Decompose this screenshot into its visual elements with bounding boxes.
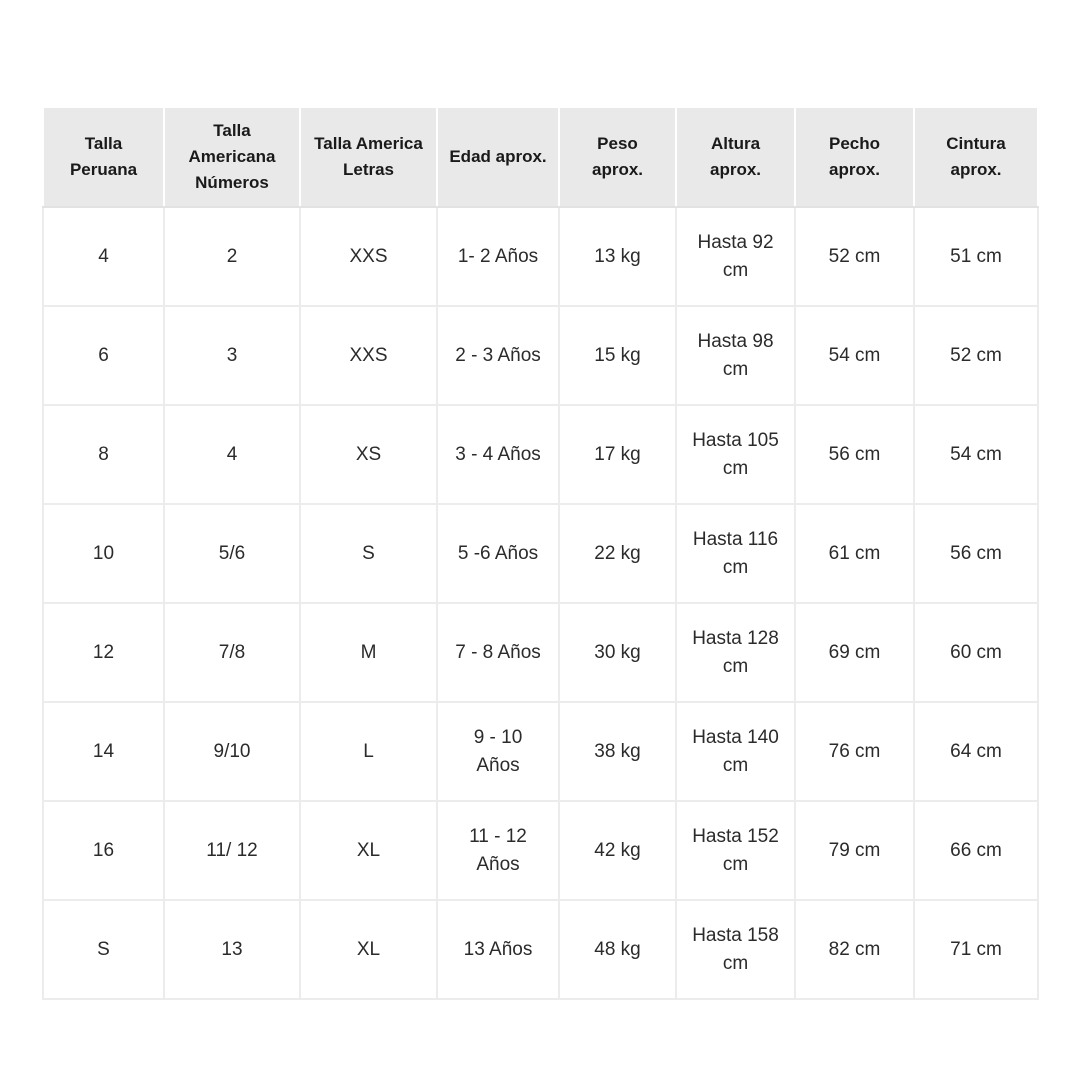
table-cell: 22 kg xyxy=(558,503,677,604)
table-cell: M xyxy=(299,602,438,703)
table-cell: 3 - 4 Años xyxy=(436,404,560,505)
table-cell: S xyxy=(42,899,165,1000)
header-cell-cintura-aprox: Cintura aprox. xyxy=(913,106,1039,208)
table-cell: XS xyxy=(299,404,438,505)
table-cell: 7/8 xyxy=(163,602,301,703)
table-cell: 60 cm xyxy=(913,602,1039,703)
table-cell: XL xyxy=(299,899,438,1000)
table-cell: Hasta 116 cm xyxy=(675,503,796,604)
table-cell: S xyxy=(299,503,438,604)
table-cell: XXS xyxy=(299,305,438,406)
table-cell: 52 cm xyxy=(913,305,1039,406)
table-cell: Hasta 92 cm xyxy=(675,206,796,307)
table-cell: 4 xyxy=(163,404,301,505)
table-row: 16 11/ 12 XL 11 - 12 Años 42 kg Hasta 15… xyxy=(42,800,1039,901)
table-cell: 2 xyxy=(163,206,301,307)
table-row: 6 3 XXS 2 - 3 Años 15 kg Hasta 98 cm 54 … xyxy=(42,305,1039,406)
size-chart-table: Talla Peruana Talla Americana Números Ta… xyxy=(42,106,1039,1000)
table-row: 12 7/8 M 7 - 8 Años 30 kg Hasta 128 cm 6… xyxy=(42,602,1039,703)
table-cell: 56 cm xyxy=(794,404,915,505)
table-cell: 11 - 12 Años xyxy=(436,800,560,901)
header-cell-talla-peruana: Talla Peruana xyxy=(42,106,165,208)
header-cell-peso-aprox: Peso aprox. xyxy=(558,106,677,208)
table-cell: 13 xyxy=(163,899,301,1000)
table-cell: 51 cm xyxy=(913,206,1039,307)
table-cell: 2 - 3 Años xyxy=(436,305,560,406)
table-row: 14 9/10 L 9 - 10 Años 38 kg Hasta 140 cm… xyxy=(42,701,1039,802)
table-cell: 56 cm xyxy=(913,503,1039,604)
table-cell: 71 cm xyxy=(913,899,1039,1000)
table-cell: 12 xyxy=(42,602,165,703)
table-cell: 14 xyxy=(42,701,165,802)
table-cell: 9 - 10 Años xyxy=(436,701,560,802)
table-cell: Hasta 158 cm xyxy=(675,899,796,1000)
table-cell: Hasta 152 cm xyxy=(675,800,796,901)
table-row: 8 4 XS 3 - 4 Años 17 kg Hasta 105 cm 56 … xyxy=(42,404,1039,505)
table-row: 10 5/6 S 5 -6 Años 22 kg Hasta 116 cm 61… xyxy=(42,503,1039,604)
table-row: S 13 XL 13 Años 48 kg Hasta 158 cm 82 cm… xyxy=(42,899,1039,1000)
header-cell-talla-americana-numeros: Talla Americana Números xyxy=(163,106,301,208)
table-cell: XXS xyxy=(299,206,438,307)
table-cell: 54 cm xyxy=(794,305,915,406)
table-cell: 3 xyxy=(163,305,301,406)
header-cell-pecho-aprox: Pecho aprox. xyxy=(794,106,915,208)
table-cell: 69 cm xyxy=(794,602,915,703)
table-cell: 17 kg xyxy=(558,404,677,505)
table-cell: 48 kg xyxy=(558,899,677,1000)
header-cell-edad-aprox: Edad aprox. xyxy=(436,106,560,208)
table-cell: Hasta 128 cm xyxy=(675,602,796,703)
table-cell: 64 cm xyxy=(913,701,1039,802)
table-cell: 7 - 8 Años xyxy=(436,602,560,703)
table-cell: 13 kg xyxy=(558,206,677,307)
table-cell: 6 xyxy=(42,305,165,406)
table-cell: 1- 2 Años xyxy=(436,206,560,307)
table-cell: 8 xyxy=(42,404,165,505)
table-cell: 5 -6 Años xyxy=(436,503,560,604)
table-cell: Hasta 98 cm xyxy=(675,305,796,406)
table-cell: 9/10 xyxy=(163,701,301,802)
table-cell: 54 cm xyxy=(913,404,1039,505)
table-cell: 42 kg xyxy=(558,800,677,901)
table-cell: 38 kg xyxy=(558,701,677,802)
table-cell: 61 cm xyxy=(794,503,915,604)
header-cell-altura-aprox: Altura aprox. xyxy=(675,106,796,208)
table-cell: 11/ 12 xyxy=(163,800,301,901)
header-row: Talla Peruana Talla Americana Números Ta… xyxy=(42,106,1039,208)
table-cell: 52 cm xyxy=(794,206,915,307)
table-cell: 4 xyxy=(42,206,165,307)
table-cell: XL xyxy=(299,800,438,901)
table-cell: 16 xyxy=(42,800,165,901)
table-row: 4 2 XXS 1- 2 Años 13 kg Hasta 92 cm 52 c… xyxy=(42,206,1039,307)
table-cell: 66 cm xyxy=(913,800,1039,901)
table-cell: 30 kg xyxy=(558,602,677,703)
table-cell: 5/6 xyxy=(163,503,301,604)
table-cell: 15 kg xyxy=(558,305,677,406)
table-cell: Hasta 140 cm xyxy=(675,701,796,802)
table-cell: L xyxy=(299,701,438,802)
table-cell: 76 cm xyxy=(794,701,915,802)
table-cell: 13 Años xyxy=(436,899,560,1000)
table-cell: 82 cm xyxy=(794,899,915,1000)
table-cell: 10 xyxy=(42,503,165,604)
table-cell: 79 cm xyxy=(794,800,915,901)
table-cell: Hasta 105 cm xyxy=(675,404,796,505)
header-cell-talla-america-letras: Talla America Letras xyxy=(299,106,438,208)
